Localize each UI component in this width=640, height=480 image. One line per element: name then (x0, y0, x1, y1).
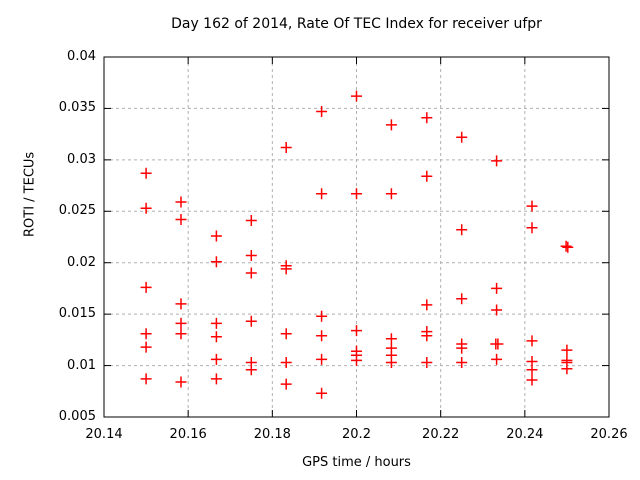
chart-title: Day 162 of 2014, Rate Of TEC Index for r… (171, 16, 542, 32)
y-tick-label: 0.04 (67, 49, 96, 64)
x-tick-label: 20.2 (342, 427, 371, 442)
x-tick-label: 20.16 (169, 427, 207, 442)
y-tick-label: 0.03 (67, 151, 96, 167)
y-tick-label: 0.005 (58, 409, 96, 424)
y-tick-label: 0.02 (67, 254, 96, 270)
y-tick-label: 0.01 (67, 357, 96, 373)
y-tick-label: 0.015 (58, 306, 96, 322)
x-tick-label: 20.14 (85, 427, 123, 442)
x-tick-label: 20.18 (253, 427, 291, 442)
data-points (140, 90, 574, 399)
x-tick-label: 20.24 (506, 427, 544, 442)
x-axis-label: GPS time / hours (302, 455, 411, 470)
x-tick-label: 20.26 (590, 427, 628, 442)
y-tick-label: 0.035 (58, 100, 96, 116)
x-tick-label: 20.22 (422, 427, 460, 442)
y-tick-label: 0.025 (58, 203, 96, 219)
